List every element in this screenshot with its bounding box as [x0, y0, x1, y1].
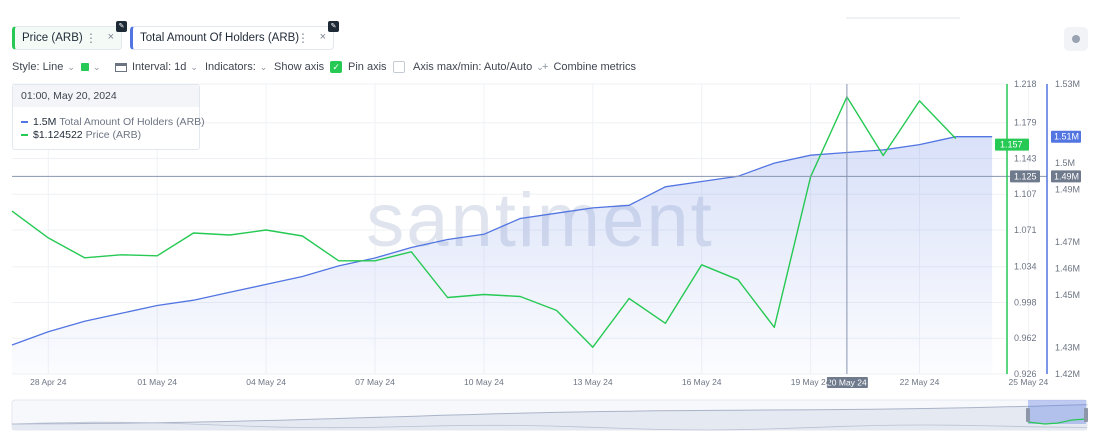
- tooltip-date: 01:00, May 20, 2024: [13, 85, 199, 107]
- interval-label: Interval: 1d: [132, 61, 187, 73]
- style-dropdown[interactable]: Style: Line ⌄: [12, 59, 75, 75]
- y-left-tick-label: 1.218: [1014, 79, 1037, 89]
- x-tick-label: 10 May 24: [464, 377, 504, 387]
- pin-axis-label: Pin axis: [348, 61, 387, 73]
- chevron-down-icon: ⌄: [190, 61, 198, 72]
- series-dash-price: [21, 134, 28, 136]
- y-right-tick-label: 1.43M: [1055, 343, 1080, 353]
- interval-dropdown[interactable]: Interval: 1d ⌄: [115, 59, 198, 75]
- calendar-icon: [115, 62, 127, 72]
- show-axis-label: Show axis: [274, 61, 325, 73]
- x-tick-label: 16 May 24: [682, 377, 722, 387]
- y-right-tick-label: 1.5M: [1055, 158, 1075, 168]
- x-tick-label: 13 May 24: [573, 377, 613, 387]
- series-dash-holders: [21, 121, 28, 123]
- navigator-handle-right[interactable]: [1084, 408, 1088, 422]
- price-last-value-box: [995, 138, 1029, 151]
- crosshair-x-label-box: [826, 377, 868, 388]
- metric-tab-holders-label: Total Amount Of Holders (ARB): [140, 32, 300, 44]
- close-icon[interactable]: ×: [107, 31, 114, 43]
- holders-last-value: 1.51M: [1054, 132, 1079, 142]
- navigator-area: [12, 404, 1087, 430]
- y-left-tick-label: 0.926: [1014, 369, 1037, 379]
- chevron-down-icon: ⌄: [259, 61, 268, 72]
- metric-tab-holders[interactable]: Total Amount Of Holders (ARB) ⋮ ×: [130, 26, 334, 50]
- y-right-tick-label: 1.49M: [1055, 184, 1080, 194]
- dot-icon: [1072, 35, 1080, 43]
- tooltip-label: Total Amount Of Holders (ARB): [59, 116, 205, 128]
- tooltip-value: $1.124522: [33, 129, 83, 141]
- top-search-bar[interactable]: [846, 17, 960, 19]
- y-left-tick-label: 1.107: [1014, 189, 1037, 199]
- tooltip-value: 1.5M: [33, 116, 57, 128]
- chevron-down-icon: ⌄: [93, 61, 101, 72]
- show-axis-toggle[interactable]: Show axis ✓: [274, 59, 343, 75]
- x-tick-label: 25 May 24: [1009, 377, 1049, 387]
- y-left-tick-label: 1.143: [1014, 153, 1037, 163]
- axis-maxmin-dropdown[interactable]: Axis max/min: Auto/Auto ⌄: [413, 59, 544, 75]
- plus-icon: +: [542, 61, 549, 73]
- show-axis-checkbox[interactable]: ✓: [330, 61, 343, 73]
- combine-metrics-button[interactable]: + Combine metrics: [542, 59, 636, 75]
- y-right-tick-label: 1.47M: [1055, 237, 1080, 247]
- kebab-menu-icon[interactable]: ⋮: [297, 31, 309, 45]
- chart-tooltip: 01:00, May 20, 2024 1.5M Total Amount Of…: [12, 84, 205, 150]
- style-label: Style: Line: [12, 61, 64, 73]
- crosshair-x-label: 20 May 24: [827, 378, 867, 388]
- metric-tab-price[interactable]: Price (ARB) ⋮ ×: [12, 26, 122, 50]
- y-right-tick-label: 1.53M: [1055, 79, 1080, 89]
- edit-badge-icon[interactable]: ✎: [116, 21, 127, 32]
- price-last-value: 1.157: [1000, 140, 1023, 150]
- series-line-price[interactable]: [11, 96, 957, 348]
- chart-settings-button[interactable]: [1064, 27, 1088, 51]
- pin-axis-checkbox[interactable]: [392, 61, 405, 73]
- navigator-line-secondary: [11, 421, 1088, 431]
- x-tick-label: 22 May 24: [900, 377, 940, 387]
- x-tick-label: 04 May 24: [246, 377, 286, 387]
- chevron-down-icon: ⌄: [536, 61, 544, 72]
- color-swatch: [81, 63, 89, 71]
- holders-last-value-box: [1051, 130, 1081, 143]
- series-line-holders[interactable]: [11, 136, 993, 346]
- edit-badge-icon[interactable]: ✎: [328, 21, 339, 32]
- holders-area: [12, 136, 993, 374]
- crosshair-left-label: 1.125: [1014, 171, 1037, 181]
- y-left-tick-label: 1.034: [1014, 262, 1037, 272]
- chevron-down-icon: ⌄: [67, 61, 75, 72]
- navigator-handle-left[interactable]: [1026, 408, 1030, 422]
- navigator-line: [11, 404, 1088, 425]
- tooltip-row-price: $1.124522 Price (ARB): [21, 129, 141, 141]
- y-left-tick-label: 0.962: [1014, 333, 1037, 343]
- crosshair-left-label-box: [1010, 170, 1040, 183]
- axis-maxmin-label: Axis max/min: Auto/Auto: [413, 61, 533, 73]
- indicators-label: Indicators:: [205, 61, 256, 73]
- indicators-dropdown[interactable]: Indicators: ⌄: [205, 59, 267, 75]
- y-right-tick-label: 1.46M: [1055, 264, 1080, 274]
- crosshair-right-label: 1.49M: [1054, 171, 1079, 181]
- crosshair-right-label-box: [1051, 170, 1081, 183]
- pin-axis-toggle[interactable]: Pin axis: [348, 59, 405, 75]
- navigator-selection[interactable]: [1028, 400, 1086, 424]
- y-right-tick-label: 1.42M: [1055, 369, 1080, 379]
- x-tick-label: 07 May 24: [355, 377, 395, 387]
- y-left-tick-label: 0.998: [1014, 297, 1037, 307]
- y-left-tick-label: 1.179: [1014, 118, 1037, 128]
- kebab-menu-icon[interactable]: ⋮: [85, 31, 97, 45]
- tooltip-row-holders: 1.5M Total Amount Of Holders (ARB): [21, 116, 205, 128]
- x-tick-label: 19 May 24: [791, 377, 831, 387]
- y-left-tick-label: 1.071: [1014, 225, 1037, 235]
- close-icon[interactable]: ×: [319, 31, 326, 43]
- color-dropdown[interactable]: ⌄: [81, 59, 101, 75]
- x-tick-label: 28 Apr 24: [30, 377, 67, 387]
- y-right-tick-label: 1.45M: [1055, 290, 1080, 300]
- navigator-selection-line: [1027, 418, 1087, 425]
- x-tick-label: 01 May 24: [137, 377, 177, 387]
- metric-tab-price-label: Price (ARB): [22, 32, 83, 44]
- combine-metrics-label: Combine metrics: [553, 61, 636, 73]
- tooltip-label: Price (ARB): [85, 129, 142, 141]
